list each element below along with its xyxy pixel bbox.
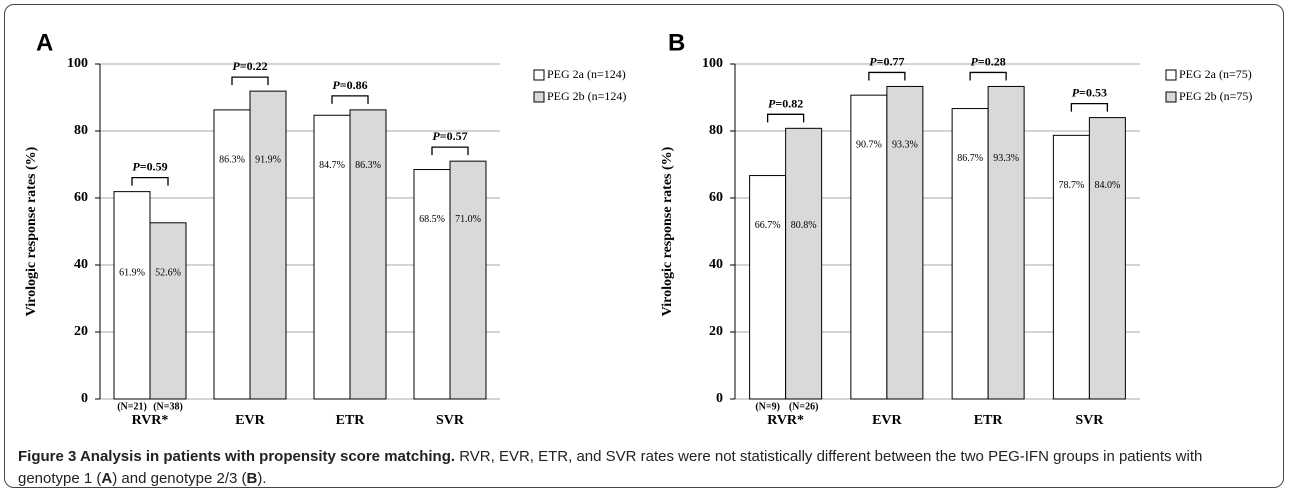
x-tick-label: ETR (336, 413, 366, 428)
y-tick-label: 20 (74, 324, 88, 339)
sample-label: (N=9) (755, 401, 780, 412)
y-axis-label: Virologic response rates (%) (24, 146, 39, 316)
y-tick-label: 80 (709, 123, 723, 138)
y-tick-label: 80 (74, 123, 88, 138)
value-label: 71.0% (455, 214, 481, 225)
x-tick-label: RVR* (132, 413, 169, 428)
legend-swatch (1165, 91, 1177, 103)
bar (249, 90, 287, 400)
x-tick-label: EVR (872, 413, 902, 428)
y-tick-label: 60 (709, 190, 723, 205)
bar (113, 191, 151, 400)
x-tick-label: RVR* (767, 413, 804, 428)
panel-label: B (668, 29, 685, 56)
sample-label: (N=38) (153, 401, 183, 412)
value-label: 52.6% (155, 267, 181, 278)
x-tick-label: ETR (974, 413, 1004, 428)
x-tick-label: EVR (235, 413, 265, 428)
value-label: 84.0% (1094, 180, 1120, 191)
caption-text: A (101, 470, 113, 487)
bar (349, 109, 387, 400)
value-label: 78.7% (1058, 180, 1084, 191)
bar (413, 169, 451, 400)
bar (213, 109, 251, 400)
legend-label: PEG 2b (n=75) (1179, 89, 1252, 103)
bar (1052, 134, 1090, 400)
legend-label: PEG 2a (n=124) (547, 67, 626, 81)
panel-label: A (36, 29, 53, 56)
value-label: 84.7% (319, 160, 345, 171)
p-value-bracket (131, 176, 169, 186)
caption-text: B (246, 470, 258, 487)
y-tick-label: 60 (74, 190, 88, 205)
p-value: P=0.59 (132, 159, 167, 173)
p-value-bracket (331, 95, 369, 104)
value-label: 86.7% (957, 153, 983, 164)
p-value-bracket (969, 71, 1007, 81)
value-label: 86.3% (355, 160, 381, 171)
bar (785, 127, 823, 400)
legend-swatch (533, 91, 545, 103)
p-value: P=0.53 (1072, 85, 1107, 99)
p-value-bracket (431, 146, 469, 156)
value-label: 80.8% (791, 220, 817, 231)
bar (886, 85, 924, 400)
p-value: P=0.77 (869, 54, 904, 68)
value-label: 66.7% (755, 220, 781, 231)
figure-frame (4, 4, 1284, 488)
value-label: 86.3% (219, 154, 245, 165)
value-label: 90.7% (856, 140, 882, 151)
caption-text: RVR, EVR, ETR, and SVR rates were not st… (18, 448, 1203, 487)
figure: A Virologic response rates (%) 0 20 40 60 80 10… (24, 29, 1252, 428)
value-label: 68.5% (419, 214, 445, 225)
caption-text: ). (257, 470, 267, 487)
p-value-bracket (1070, 102, 1109, 112)
p-value-bracket (231, 76, 269, 86)
caption: Figure 3 Analysis in patients with prope… (18, 446, 1268, 490)
bar (951, 108, 989, 400)
p-value: P=0.82 (768, 96, 803, 110)
x-tick-label: SVR (1075, 413, 1104, 428)
sample-label: (N=26) (789, 401, 819, 412)
y-tick-label: 100 (67, 56, 88, 71)
y-axis-label: Virologic response rates (%) (660, 146, 675, 316)
caption-title: Figure 3 Analysis in patients with prope… (18, 448, 456, 465)
legend-label: PEG 2a (n=75) (1179, 67, 1252, 81)
bar (1088, 117, 1126, 400)
p-value-bracket (766, 113, 805, 123)
p-value-bracket (868, 71, 906, 81)
legend-label: PEG 2b (n=124) (547, 89, 626, 103)
p-value: P=0.22 (232, 59, 267, 73)
y-tick-label: 40 (74, 257, 88, 272)
p-value: P=0.57 (432, 129, 467, 143)
sample-label: (N=21) (117, 401, 147, 412)
y-tick-label: 0 (81, 391, 88, 406)
bar (987, 85, 1025, 400)
bar (149, 222, 187, 400)
value-label: 93.3% (892, 140, 918, 151)
value-label: 61.9% (119, 267, 145, 278)
x-tick-label: SVR (436, 413, 465, 428)
y-tick-label: 20 (709, 324, 723, 339)
bar (313, 114, 351, 400)
p-value: P=0.28 (971, 54, 1006, 68)
bar (749, 175, 787, 400)
value-label: 93.3% (993, 153, 1019, 164)
y-tick-label: 40 (709, 257, 723, 272)
bar (850, 94, 888, 400)
legend-swatch (533, 69, 545, 81)
p-value: P=0.86 (332, 78, 367, 92)
bar (449, 160, 487, 400)
caption-text: ) and genotype 2/3 ( (112, 470, 247, 487)
legend-swatch (1165, 69, 1177, 81)
y-tick-label: 0 (716, 391, 723, 406)
y-tick-label: 100 (702, 56, 723, 71)
value-label: 91.9% (255, 154, 281, 165)
